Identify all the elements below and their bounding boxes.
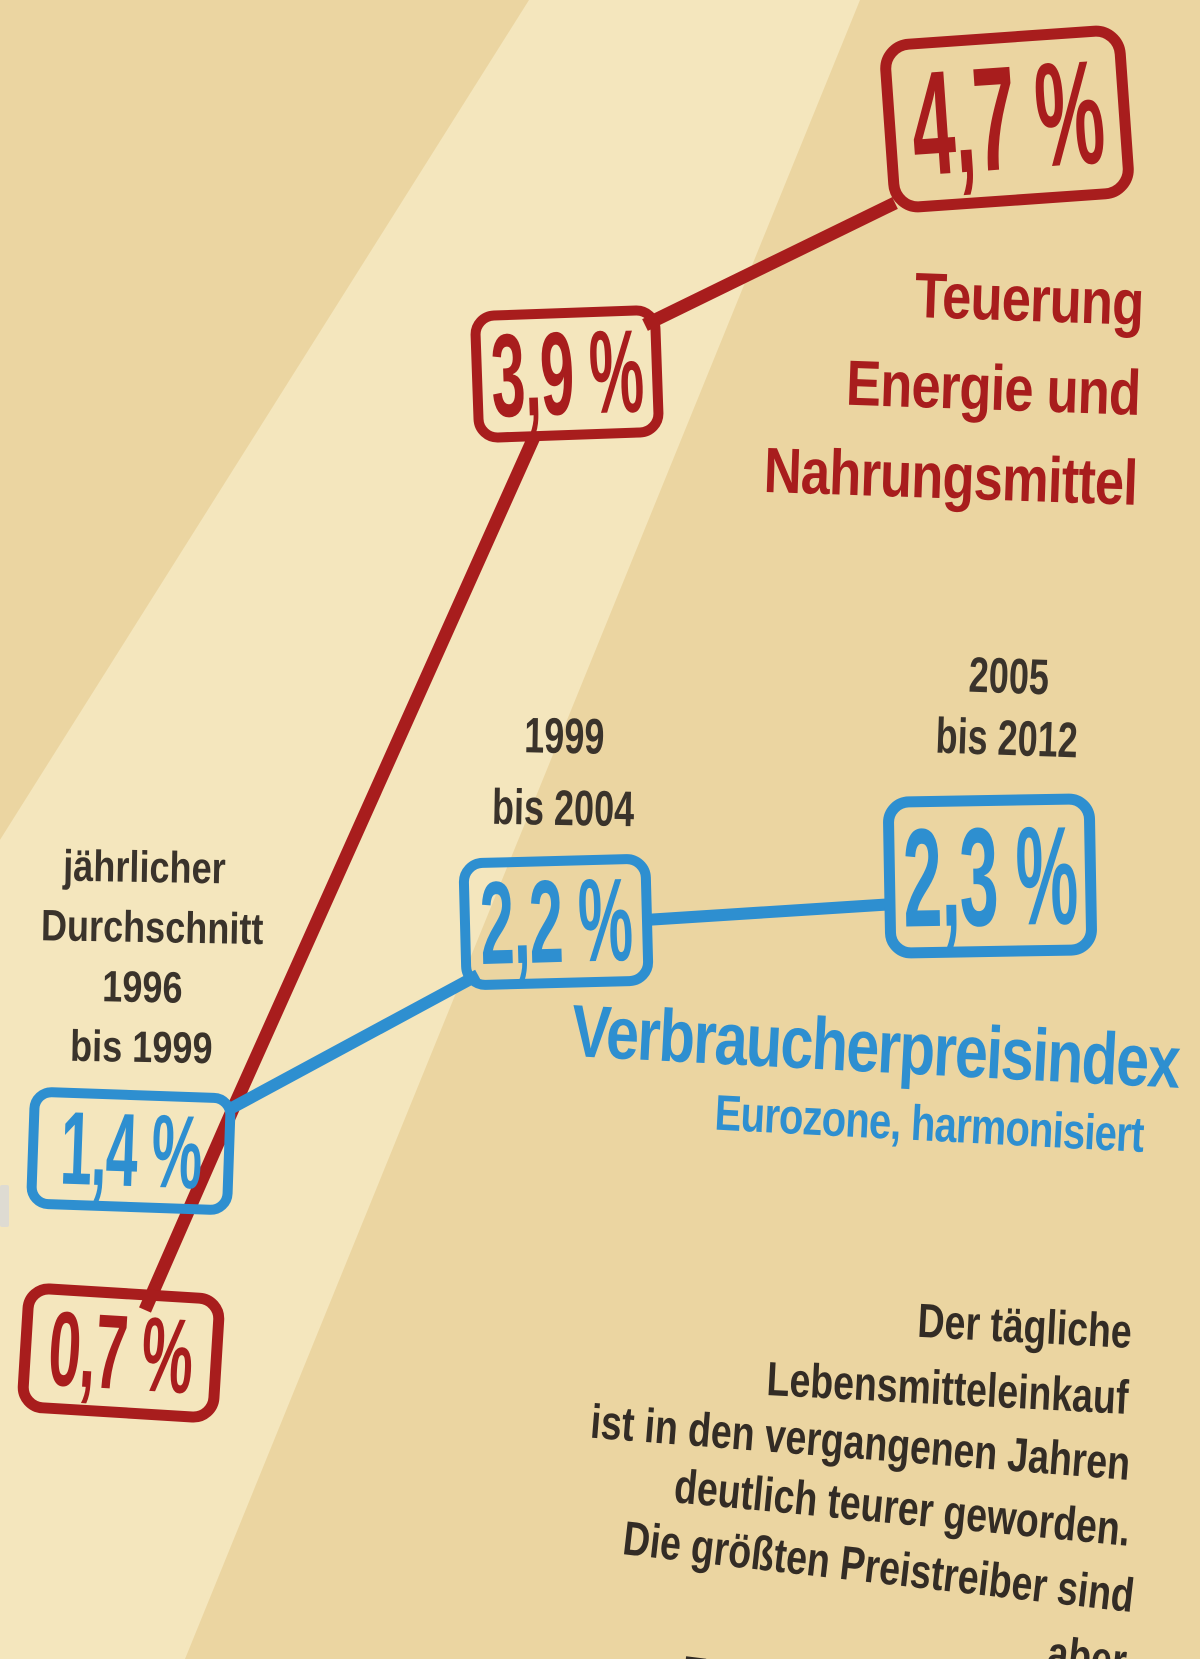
blue-value-1999-2004: 2,2 % [478, 853, 634, 990]
period-1999-line-2: bis 2004 [491, 778, 635, 838]
red-series-title: Teuerung Energie und Nahrungsmittel [689, 242, 1145, 527]
red-series-title-line-3: Nahrungsmittel [762, 433, 1139, 519]
caption-paragraph: Der tägliche Lebensmitteleinkauf ist in … [380, 1295, 1137, 1659]
period-1996-line-2: Durchschnitt [40, 901, 264, 955]
period-2005-line-2: bis 2012 [934, 707, 1079, 769]
red-series-title-line-2: Energie und [844, 346, 1142, 429]
red-value-box-2005-2012: 4,7 % [878, 23, 1136, 215]
red-value-1999-2004: 3,9 % [488, 305, 646, 443]
period-1999-line-1: 1999 [523, 707, 605, 765]
blue-line-high-segment [644, 898, 896, 926]
period-label-1999-2004: 1999 bis 2004 [469, 698, 659, 845]
blue-value-box-2005-2012: 2,3 % [882, 793, 1098, 959]
blue-value-box-1999-2004: 2,2 % [458, 853, 654, 991]
period-1996-line-3: 1996 [101, 962, 183, 1013]
period-2005-line-1: 2005 [967, 646, 1050, 706]
blue-value-box-1996-1999: 1,4 % [25, 1086, 237, 1216]
period-label-2005-2012: 2005 bis 2012 [912, 642, 1103, 772]
red-value-1996-1999: 0,7 % [45, 1289, 197, 1416]
red-value-2005-2012: 4,7 % [905, 29, 1109, 208]
blue-series-title-block: Verbraucherpreisindex Eurozone, harmonis… [430, 989, 1182, 1164]
period-1996-line-1: jährlicher [62, 841, 227, 894]
period-label-1996-1999: jährlicher Durchschnitt 1996 bis 1999 [38, 836, 264, 1080]
red-value-box-1996-1999: 0,7 % [16, 1281, 226, 1425]
blue-value-1996-1999: 1,4 % [58, 1090, 204, 1212]
scan-artifact [0, 1185, 9, 1227]
blue-value-2005-2012: 2,3 % [901, 795, 1079, 957]
period-1996-line-4: bis 1999 [69, 1021, 213, 1074]
blue-line-low-segment [225, 969, 481, 1116]
red-line-high-segment [642, 197, 898, 331]
red-series-title-line-1: Teuerung [913, 259, 1145, 339]
red-value-box-1999-2004: 3,9 % [469, 304, 665, 444]
